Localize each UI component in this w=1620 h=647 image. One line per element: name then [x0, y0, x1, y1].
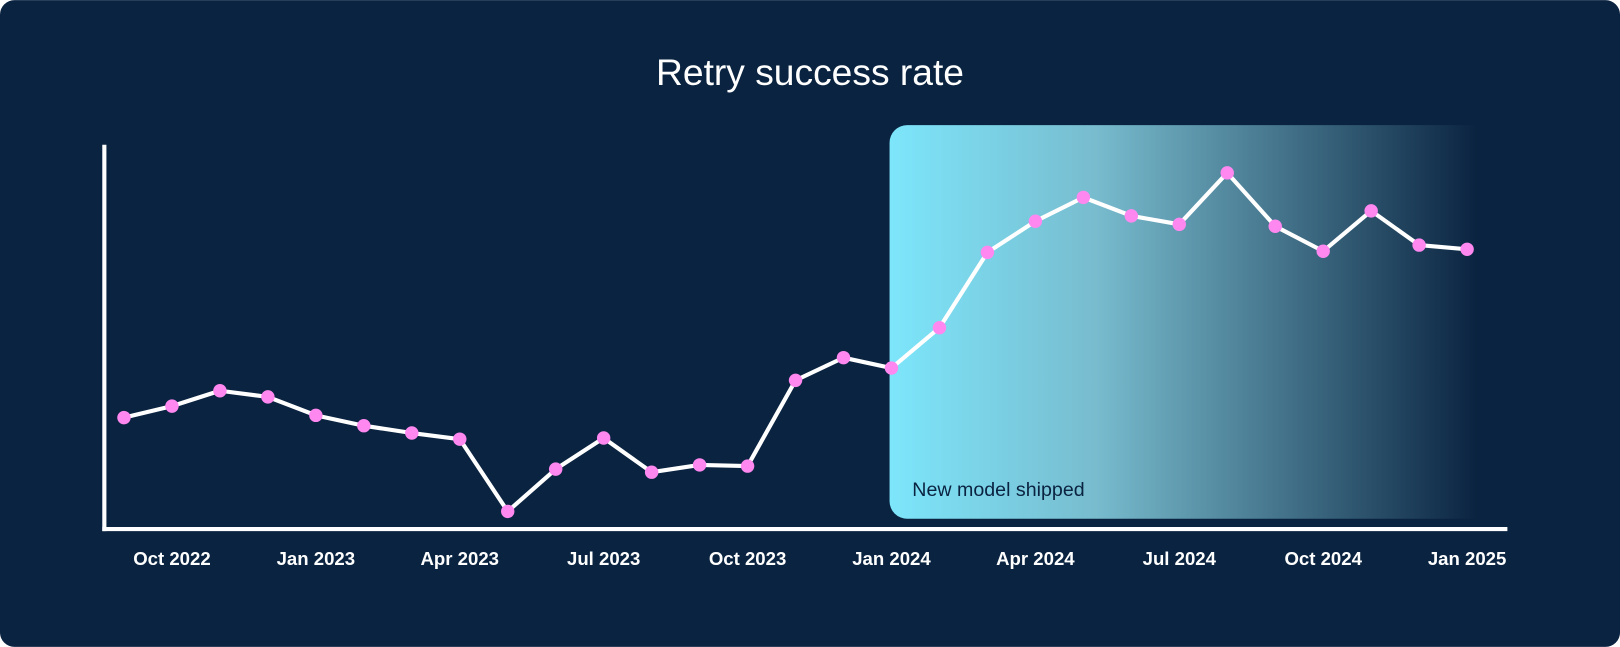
data-point-dec-2023 — [836, 350, 851, 365]
x-tick-label: Jan 2023 — [277, 548, 356, 569]
data-point-may-2023 — [501, 504, 515, 519]
x-tick-label: Apr 2023 — [421, 548, 499, 569]
highlight-region — [889, 125, 1478, 519]
chart-title: Retry success rate — [656, 51, 964, 93]
data-point-oct-2023 — [740, 459, 755, 473]
data-point-nov-2023 — [788, 373, 803, 388]
data-point-dec-2022 — [261, 390, 275, 404]
data-point-oct-2022 — [165, 399, 179, 413]
data-point-sep-2023 — [692, 458, 707, 472]
data-point-jun-2024 — [1124, 209, 1139, 223]
x-tick-label: Oct 2022 — [133, 548, 210, 569]
data-point-nov-2024 — [1364, 204, 1378, 218]
data-point-aug-2023 — [644, 465, 659, 479]
data-point-nov-2022 — [213, 384, 227, 398]
data-point-feb-2024 — [932, 320, 947, 335]
x-tick-label: Oct 2023 — [709, 548, 786, 569]
x-tick-label: Jul 2023 — [567, 548, 640, 569]
x-tick-label: Jul 2024 — [1143, 548, 1217, 569]
data-point-jul-2024 — [1172, 217, 1186, 232]
data-point-feb-2023 — [357, 418, 371, 433]
data-point-aug-2024 — [1220, 166, 1234, 180]
data-point-mar-2024 — [980, 245, 995, 260]
x-tick-label: Jan 2025 — [1428, 548, 1507, 569]
data-point-jan-2023 — [309, 408, 323, 423]
data-point-jun-2023 — [548, 462, 563, 476]
data-point-sep-2024 — [1268, 219, 1282, 233]
data-point-sep-2022 — [117, 410, 131, 425]
x-tick-label: Apr 2024 — [996, 548, 1075, 569]
data-point-mar-2023 — [405, 426, 419, 440]
annotation-new-model-shipped: New model shipped — [912, 479, 1084, 501]
data-point-apr-2024 — [1028, 214, 1043, 228]
data-point-may-2024 — [1076, 190, 1091, 205]
x-tick-label: Oct 2024 — [1284, 548, 1362, 569]
data-point-apr-2023 — [453, 432, 467, 446]
data-point-jul-2023 — [596, 431, 611, 445]
x-tick-label: Jan 2024 — [852, 548, 931, 569]
data-point-jan-2025 — [1460, 242, 1474, 257]
data-point-oct-2024 — [1316, 244, 1330, 258]
data-point-jan-2024 — [884, 361, 899, 375]
data-point-dec-2024 — [1412, 238, 1426, 252]
